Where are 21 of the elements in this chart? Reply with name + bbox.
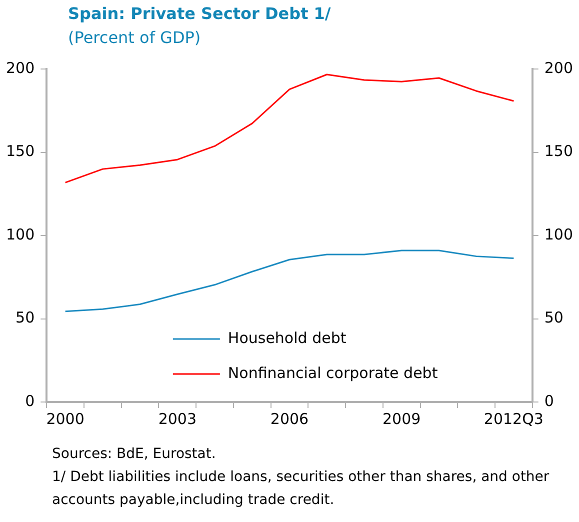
x-tick-label: 2003 (158, 410, 196, 428)
x-tick-label: 2000 (46, 410, 84, 428)
y2-tick-label: 100 (544, 225, 574, 244)
source-note: Sources: BdE, Eurostat. (52, 445, 217, 464)
y-tick-label: 0 (25, 392, 35, 410)
x-tick-label: 2006 (270, 410, 309, 428)
chart-subtitle: (Percent of GDP) (68, 28, 201, 47)
y-tick-label: 100 (6, 225, 35, 244)
y2-tick-label: 150 (544, 142, 574, 160)
y2-tick-label: 0 (544, 392, 554, 410)
y2-tick-label: 200 (544, 58, 574, 77)
y-tick-label: 50 (16, 308, 35, 327)
y-tick-label: 150 (6, 142, 35, 160)
x-tick-label: 2012Q3 (484, 410, 544, 428)
y2-tick-label: 50 (544, 308, 564, 327)
legend-label: Household debt (228, 328, 346, 347)
y-tick-label: 200 (6, 58, 35, 77)
x-tick-label: 2009 (382, 410, 421, 428)
chart-title: Spain: Private Sector Debt 1/ (68, 4, 331, 23)
text: 1/ Debt liabilities include loans, securities other than shares, and other accounts payable,including trade credit. (52, 468, 550, 510)
legend-label: Nonfinancial corporate debt (228, 364, 438, 382)
